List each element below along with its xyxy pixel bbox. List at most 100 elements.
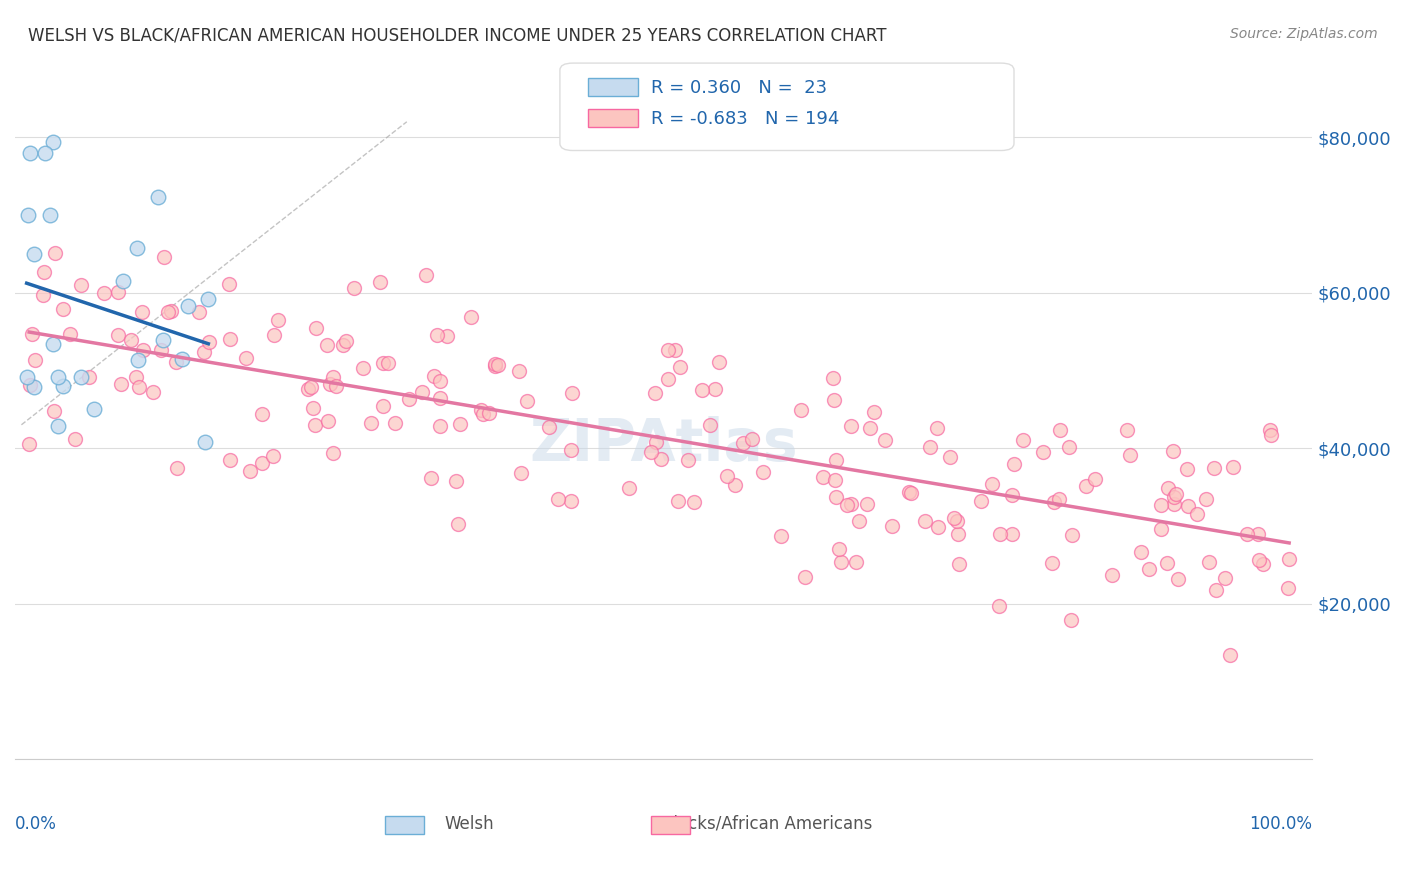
Point <box>384 417 406 431</box>
Point <box>1157 481 1180 495</box>
Point <box>218 453 240 467</box>
Point <box>1060 613 1083 627</box>
Point <box>948 527 970 541</box>
Point <box>1012 433 1035 447</box>
Point <box>63 432 86 446</box>
Point <box>790 403 813 417</box>
Point <box>302 401 325 416</box>
Point <box>1202 460 1225 475</box>
Point <box>15 370 38 384</box>
Point <box>52 379 75 393</box>
Point <box>1130 545 1153 559</box>
Point <box>927 520 949 534</box>
Point <box>508 364 530 378</box>
Point <box>707 355 730 369</box>
Point <box>22 379 45 393</box>
Point <box>946 514 969 528</box>
Point <box>1258 423 1281 437</box>
Point <box>319 376 342 391</box>
Point <box>848 514 870 528</box>
Point <box>669 359 692 374</box>
Point <box>398 392 420 406</box>
Point <box>436 329 458 343</box>
Point <box>811 469 834 483</box>
Text: Welsh: Welsh <box>444 815 494 833</box>
Point <box>46 419 69 434</box>
Point <box>34 145 56 160</box>
Point <box>1137 562 1160 576</box>
Point <box>193 345 215 359</box>
Point <box>322 369 344 384</box>
Point <box>127 352 149 367</box>
Point <box>447 517 470 532</box>
Point <box>188 305 211 319</box>
Point <box>152 333 174 347</box>
Point <box>1277 581 1299 595</box>
Point <box>343 281 366 295</box>
Point <box>316 414 339 428</box>
Point <box>769 529 792 543</box>
Point <box>373 356 395 370</box>
Point <box>368 275 391 289</box>
Point <box>823 392 845 407</box>
Point <box>125 370 148 384</box>
Point <box>1047 492 1070 507</box>
Point <box>1278 551 1301 566</box>
Point <box>335 334 357 348</box>
Point <box>1164 486 1187 500</box>
Point <box>478 406 501 420</box>
Point <box>830 555 852 569</box>
Point <box>352 360 374 375</box>
Point <box>107 328 129 343</box>
Point <box>322 446 344 460</box>
Point <box>263 328 285 343</box>
Point <box>1163 490 1185 504</box>
Point <box>1084 472 1107 486</box>
Point <box>429 419 451 434</box>
Point <box>682 495 704 509</box>
Point <box>93 285 115 300</box>
Point <box>752 465 775 479</box>
Point <box>235 351 257 366</box>
Point <box>1049 423 1071 437</box>
Point <box>678 452 700 467</box>
Point <box>939 450 962 465</box>
Point <box>128 380 150 394</box>
Point <box>460 310 482 324</box>
Point <box>1043 494 1066 508</box>
Point <box>41 337 63 351</box>
Point <box>657 372 679 386</box>
Point <box>52 302 75 317</box>
Point <box>250 456 273 470</box>
Point <box>1251 557 1274 571</box>
Point <box>132 343 155 357</box>
Point <box>250 407 273 421</box>
Point <box>46 369 69 384</box>
Point <box>650 451 672 466</box>
Point <box>538 419 561 434</box>
Point <box>44 245 66 260</box>
Point <box>112 274 135 288</box>
Point <box>59 326 82 341</box>
Point <box>794 570 817 584</box>
Point <box>666 494 689 508</box>
Bar <box>651 816 689 834</box>
Point <box>22 247 45 261</box>
Point <box>18 378 41 392</box>
Point <box>703 382 725 396</box>
FancyBboxPatch shape <box>560 63 1014 151</box>
Point <box>415 268 437 282</box>
Text: R = -0.683   N = 194: R = -0.683 N = 194 <box>651 110 839 128</box>
Point <box>142 384 165 399</box>
Point <box>561 386 583 401</box>
Point <box>560 442 582 457</box>
Text: ZIPAtlas: ZIPAtlas <box>530 416 799 473</box>
Point <box>716 469 738 483</box>
Point <box>17 208 39 222</box>
Point <box>824 452 846 467</box>
Point <box>69 278 91 293</box>
Point <box>1001 488 1024 502</box>
Point <box>150 343 173 357</box>
Point <box>41 136 63 150</box>
Point <box>1247 527 1270 541</box>
